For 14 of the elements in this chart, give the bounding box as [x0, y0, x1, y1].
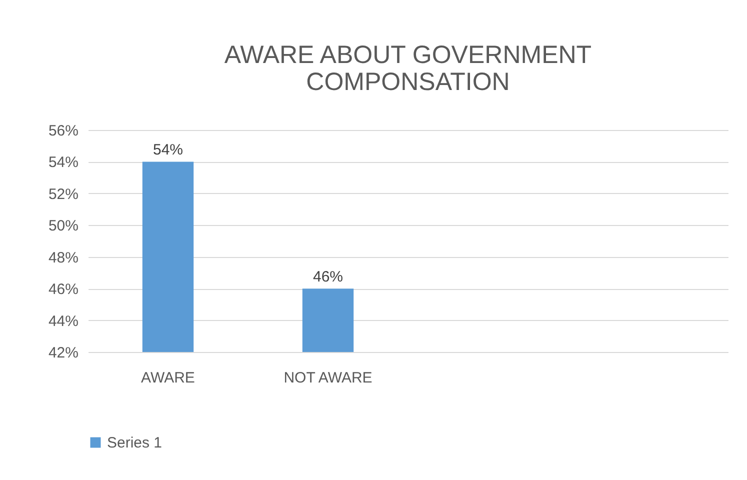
y-tick-label: 42% — [48, 344, 78, 362]
chart-title: AWARE ABOUT GOVERNMENT COMPONSATION — [224, 41, 592, 96]
x-tick-label: AWARE — [141, 370, 195, 386]
y-tick-label: 56% — [48, 122, 78, 140]
y-tick-label: 54% — [48, 154, 78, 172]
y-tick-label: 44% — [48, 312, 78, 330]
y-tick-label: 46% — [48, 281, 78, 298]
legend-label: Series 1 — [107, 434, 162, 452]
y-tick-label: 48% — [48, 249, 78, 266]
y-tick-label: 52% — [48, 186, 78, 203]
data-label: 46% — [312, 268, 344, 286]
data-label: 54% — [152, 142, 184, 159]
x-tick-label: NOT AWARE — [284, 370, 372, 386]
y-tick-label: 50% — [48, 218, 78, 235]
